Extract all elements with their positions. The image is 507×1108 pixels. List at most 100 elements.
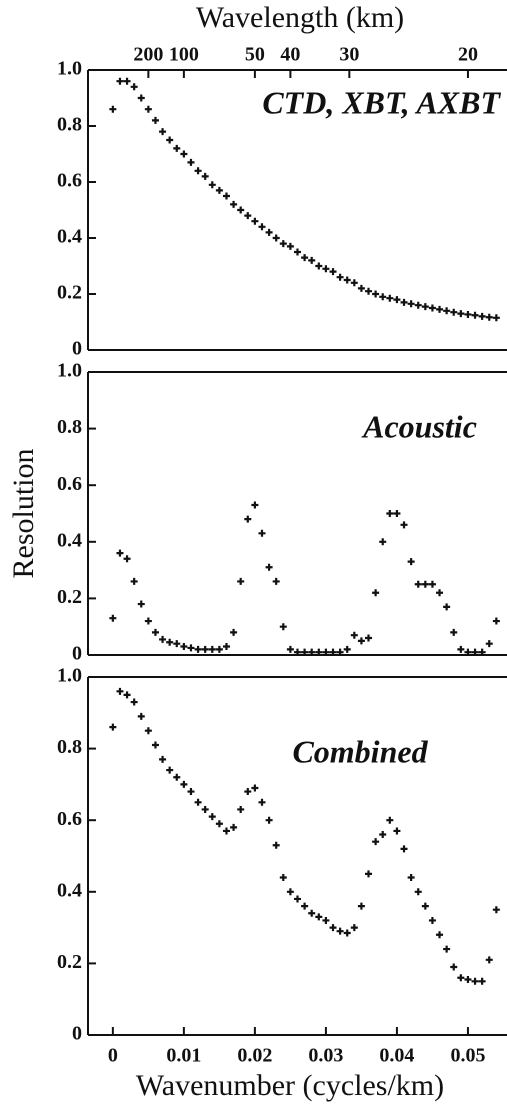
data-point (294, 248, 301, 256)
y-tick-label: 0.8 (57, 416, 82, 438)
data-point (286, 645, 294, 653)
data-point (393, 510, 401, 517)
data-point (251, 217, 259, 225)
data-point (400, 845, 408, 853)
data-point (421, 580, 429, 588)
x2-tick-label: 200 (133, 44, 163, 66)
data-point (315, 913, 323, 921)
data-point (279, 623, 287, 631)
data-point (379, 831, 387, 839)
data-point (301, 648, 309, 656)
data-point (159, 755, 167, 763)
data-point (173, 773, 181, 781)
y-tick-label: 0.6 (57, 808, 82, 830)
data-point (116, 687, 124, 695)
data-point (208, 813, 216, 821)
y-tick-label: 0.8 (57, 114, 82, 136)
data-point (492, 906, 500, 914)
y-tick-label: 0.6 (57, 170, 82, 192)
data-point (208, 181, 216, 189)
y-tick-label: 1.0 (57, 665, 82, 687)
data-point (294, 895, 301, 903)
data-point (258, 798, 266, 806)
data-point (215, 186, 223, 194)
y-tick-label: 0 (72, 338, 82, 360)
x2-tick-label: 50 (245, 44, 265, 66)
data-point (315, 648, 323, 656)
data-point (485, 956, 493, 964)
data-point (294, 648, 301, 656)
data-point (336, 648, 344, 656)
data-point (130, 698, 138, 706)
data-point (208, 645, 216, 653)
x-tick-label: 0.03 (308, 1045, 343, 1067)
x-tick-label: 0.05 (450, 1045, 485, 1067)
data-point (464, 648, 472, 656)
data-point (173, 640, 181, 648)
x2-tick-label: 100 (169, 44, 199, 66)
data-point (400, 298, 408, 306)
data-point (180, 780, 188, 788)
data-point (144, 617, 152, 625)
data-point (485, 640, 493, 648)
x-tick-label: 0 (108, 1045, 118, 1067)
y-tick-label: 0.6 (57, 473, 82, 495)
y-tick-label: 0.2 (57, 951, 82, 973)
data-point (386, 510, 394, 517)
data-point (436, 589, 444, 597)
x2-axis-label: Wavelength (km) (196, 1, 404, 34)
data-point (386, 294, 394, 302)
y-tick-label: 0 (72, 643, 82, 665)
y-tick-label: 0.4 (57, 879, 82, 901)
data-point (151, 741, 159, 749)
data-point (365, 634, 373, 642)
data-point (279, 873, 287, 881)
y-tick-label: 0 (72, 1023, 82, 1045)
data-point (414, 580, 422, 588)
data-point (222, 192, 230, 200)
data-point (137, 94, 145, 102)
data-point (457, 974, 465, 982)
data-point (443, 603, 451, 611)
x-tick-label: 0.04 (379, 1045, 414, 1067)
data-point (308, 648, 316, 656)
data-point (230, 628, 238, 636)
data-point (244, 212, 252, 220)
data-point (201, 805, 209, 813)
data-point (400, 521, 408, 529)
panel-title: Combined (292, 733, 428, 769)
data-point (215, 645, 223, 653)
data-point (450, 308, 458, 316)
data-point (372, 838, 380, 846)
data-point (222, 827, 230, 835)
data-point (443, 945, 451, 953)
data-point (230, 200, 238, 208)
data-point (130, 577, 138, 585)
data-point (130, 83, 138, 91)
x2-tick-label: 30 (339, 44, 359, 66)
data-point (308, 909, 316, 917)
data-point (372, 589, 380, 597)
data-point (336, 273, 344, 281)
x-axis-label: Wavenumber (cycles/km) (136, 1069, 444, 1102)
data-point (329, 268, 337, 276)
data-point (478, 312, 486, 320)
data-point (436, 931, 444, 939)
y-tick-label: 1.0 (57, 360, 82, 382)
x-tick-label: 0.01 (166, 1045, 201, 1067)
data-point (421, 902, 429, 910)
data-point (151, 628, 159, 636)
data-point (478, 648, 486, 656)
data-point (357, 284, 365, 292)
data-point (272, 577, 280, 585)
data-point (244, 515, 252, 523)
data-point (343, 276, 351, 284)
data-point (258, 529, 266, 537)
data-point (350, 924, 358, 932)
data-point (194, 798, 202, 806)
data-point (194, 645, 202, 653)
data-point (485, 313, 493, 321)
data-point (166, 766, 174, 774)
data-point (180, 643, 188, 651)
data-point (258, 223, 266, 231)
